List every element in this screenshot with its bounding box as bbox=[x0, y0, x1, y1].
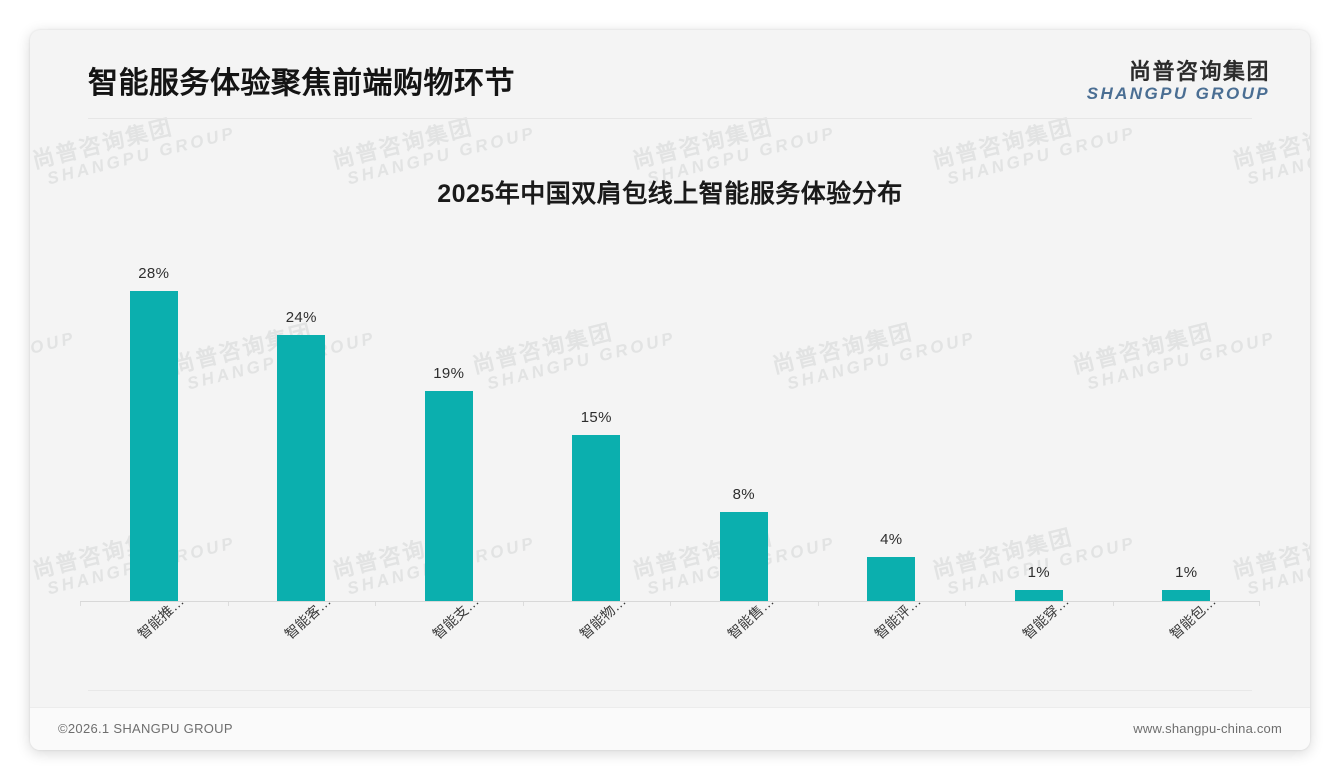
slide-card: 尚普咨询集团 SHANGPU GROUP 尚普咨询集团 SHANGPU GROUP 尚普… bbox=[30, 30, 1310, 750]
page-title: 智能服务体验聚焦前端购物环节 bbox=[88, 67, 515, 100]
x-label-slot: 智能物… bbox=[523, 593, 671, 674]
axis-tick bbox=[375, 601, 376, 606]
bar-rect[interactable] bbox=[572, 434, 621, 601]
bar-slot[interactable]: 1% bbox=[965, 232, 1113, 606]
x-label-slot: 智能穿… bbox=[965, 593, 1113, 674]
axis-tick bbox=[670, 601, 671, 606]
x-label-slot: 智能评… bbox=[818, 593, 966, 674]
x-axis-line bbox=[80, 601, 1260, 602]
axis-tick bbox=[522, 601, 524, 606]
bar-value-label: 15% bbox=[580, 408, 612, 426]
bar-slot[interactable]: 4% bbox=[817, 232, 966, 606]
bar-rect[interactable] bbox=[867, 556, 916, 601]
copyright-text: ©2026.1 SHANGPU GROUP bbox=[58, 721, 233, 736]
slide-footer: ©2026.1 SHANGPU GROUP www.shangpu-china.… bbox=[30, 707, 1310, 750]
chart-plot-area: 28% 24% 19% 15% 8% 4% 1% 1% bbox=[80, 232, 1260, 606]
axis-tick bbox=[965, 601, 966, 606]
axis-tick bbox=[1112, 601, 1114, 606]
bar-slot[interactable]: 8% bbox=[670, 232, 818, 606]
logo-chinese-text: 尚普咨询集团 bbox=[1128, 59, 1270, 84]
axis-tick bbox=[1259, 601, 1260, 606]
bar-value-label: 24% bbox=[285, 309, 317, 327]
bar-value-label: 19% bbox=[433, 364, 465, 382]
axis-tick bbox=[80, 601, 81, 606]
axis-tick bbox=[817, 601, 819, 606]
bar-slot[interactable]: 28% bbox=[80, 232, 228, 606]
bar-rect[interactable] bbox=[277, 335, 326, 601]
axis-tick bbox=[227, 601, 229, 606]
bar-slot[interactable]: 19% bbox=[375, 232, 523, 606]
header-divider bbox=[88, 118, 1252, 119]
brand-logo: 尚普咨询集团 SHANGPU GROUP bbox=[1087, 60, 1270, 103]
x-axis-labels: 智能推… 智能客… 智能支… 智能物… 智能售… 智能评… 智能穿… 智能包… bbox=[80, 593, 1261, 674]
bar-value-label: 28% bbox=[138, 265, 170, 283]
bar-slot[interactable]: 1% bbox=[1112, 232, 1260, 606]
bar-value-label: 1% bbox=[1175, 563, 1198, 581]
bar-rect[interactable] bbox=[719, 512, 768, 601]
x-label-slot: 智能支… bbox=[375, 593, 523, 674]
bar-slot[interactable]: 24% bbox=[227, 232, 376, 606]
x-label-slot: 智能客… bbox=[228, 593, 376, 674]
x-label-slot: 智能包… bbox=[1113, 593, 1261, 674]
footnote-divider bbox=[88, 690, 1252, 691]
bar-slot[interactable]: 15% bbox=[522, 232, 671, 606]
bar-rect[interactable] bbox=[1162, 589, 1211, 601]
website-link[interactable]: www.shangpu-china.com bbox=[1133, 721, 1282, 736]
x-label-slot: 智能售… bbox=[670, 593, 818, 674]
bar-series: 28% 24% 19% 15% 8% 4% 1% 1% bbox=[80, 232, 1260, 606]
bar-rect[interactable] bbox=[1014, 589, 1063, 601]
bar-rect[interactable] bbox=[424, 390, 473, 601]
chart-container: 2025年中国双肩包线上智能服务体验分布 28% 24% 19% 15% 8% 4% 1% 1… bbox=[30, 122, 1310, 682]
bar-rect[interactable] bbox=[129, 291, 178, 601]
bar-value-label: 1% bbox=[1027, 563, 1050, 581]
bar-value-label: 4% bbox=[880, 530, 903, 548]
logo-english-text: SHANGPU GROUP bbox=[1086, 84, 1270, 104]
bar-value-label: 8% bbox=[732, 486, 755, 504]
x-label-slot: 智能推… bbox=[80, 593, 228, 674]
chart-title: 2025年中国双肩包线上智能服务体验分布 bbox=[437, 180, 903, 208]
slide-header: 智能服务体验聚焦前端购物环节 尚普咨询集团 SHANGPU GROUP bbox=[30, 30, 1310, 122]
